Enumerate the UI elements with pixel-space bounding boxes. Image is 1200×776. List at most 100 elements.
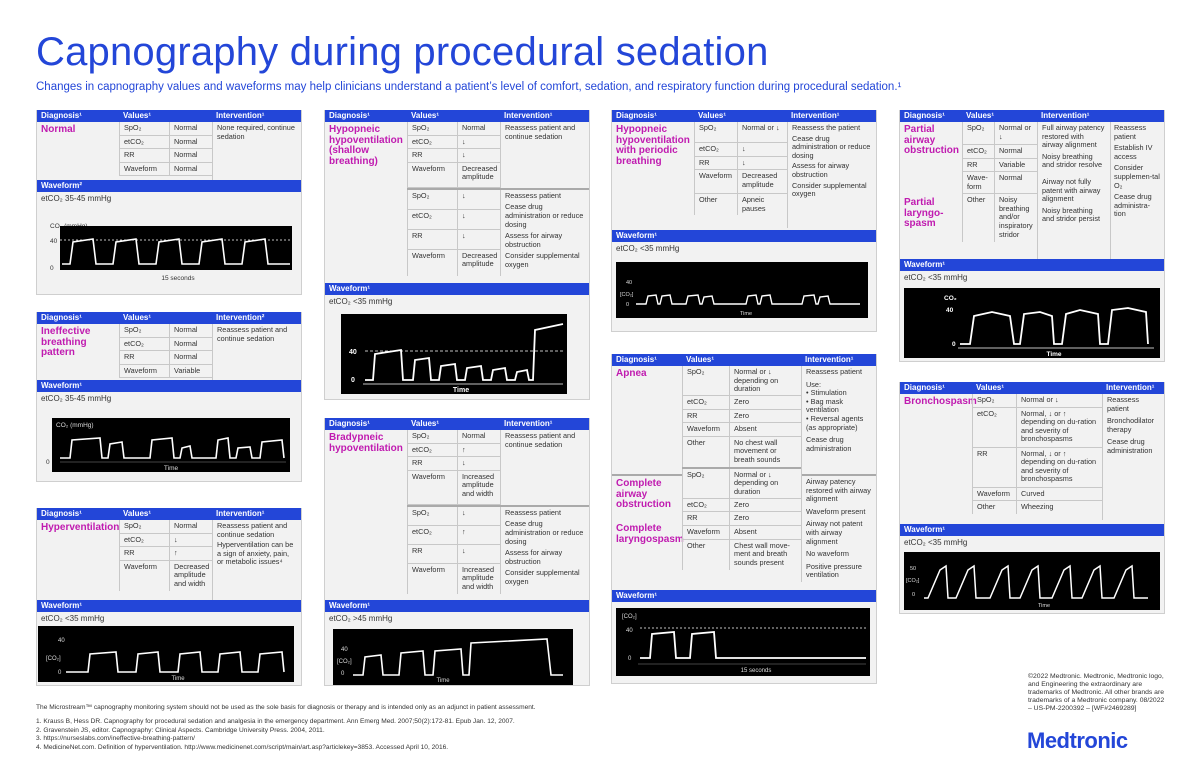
graph-y0: 0 xyxy=(912,592,915,598)
waveform-trace xyxy=(60,437,285,459)
label-etco2: etCO₂ xyxy=(407,443,457,458)
intervention-line: Reassess the patient xyxy=(792,123,861,132)
graph-area xyxy=(52,418,290,472)
label-spo2: SpO₂ xyxy=(407,506,457,526)
value-spo2: Normal xyxy=(457,122,500,136)
waveform-header: Waveform¹ xyxy=(900,259,1164,271)
diagnosis-label: Apnea xyxy=(616,368,647,379)
card-hypopneic-hypoventilation: Diagnosis¹ Values¹ Intervention¹ Hypopne… xyxy=(324,110,590,400)
value-spo2: Normal xyxy=(457,430,500,444)
value-spo2: ↓ xyxy=(457,506,500,526)
header-diagnosis: Diagnosis¹ xyxy=(329,111,370,120)
label-waveform: Waveform xyxy=(407,162,457,188)
waveform-trace xyxy=(960,307,1149,345)
graph-y40: 40 xyxy=(58,638,65,644)
graph-y0: 0 xyxy=(58,670,62,676)
diagnosis-label: Partial airway obstruction xyxy=(904,124,959,156)
header-values: Values¹ xyxy=(976,383,1005,392)
value-rr: ↓ xyxy=(457,457,500,471)
intervention-line: Reassess patient xyxy=(1114,123,1147,141)
header-values: Values¹ xyxy=(411,419,440,428)
etco2-range: etCO₂ 35-45 mmHg xyxy=(41,194,112,203)
intervention-line: Consider supplemental oxygen xyxy=(505,568,580,586)
intervention-line: Reassess patient xyxy=(505,190,561,200)
value-rr: ↓ xyxy=(737,156,787,171)
graph-y-label: [CO₂] xyxy=(620,292,634,298)
value-other: No chest wall movement or breath sounds xyxy=(729,436,801,467)
label-etco2: etCO₂ xyxy=(119,533,169,548)
label-etco2: etCO₂ xyxy=(682,498,729,513)
value-rr: ↓ xyxy=(457,544,500,564)
header-intervention: Intervention¹ xyxy=(216,111,265,120)
label-spo2: SpO₂ xyxy=(972,394,1016,408)
intervention-line: Establish IV access xyxy=(1114,143,1153,161)
label-spo2: SpO₂ xyxy=(119,122,169,136)
label-waveform: Waveform xyxy=(682,525,729,540)
diagnosis-label: Complete airway obstruction xyxy=(616,478,671,510)
divider xyxy=(407,187,589,190)
label-etco2: etCO₂ xyxy=(694,143,737,157)
waveform-trace xyxy=(924,564,1148,599)
medtronic-logo: Medtronic xyxy=(1027,728,1128,753)
graph-y-label: CO₂ xyxy=(944,295,957,302)
label-etco2: etCO₂ xyxy=(407,209,457,230)
table-header: Diagnosis¹ Values¹ Intervention¹ xyxy=(325,418,589,430)
header-diagnosis: Diagnosis¹ xyxy=(904,383,945,392)
intervention-line: Cease drug administra-tion xyxy=(1114,192,1152,219)
waveform-trace xyxy=(636,294,860,305)
diagnosis-label: Bradypneic hypoventilation xyxy=(329,432,403,454)
intervention-text: Reassess patient and continue sedation xyxy=(500,430,589,505)
references: 1. Krauss B, Hess DR. Capnography for pr… xyxy=(36,718,736,752)
table-header: Diagnosis¹ Values¹ Intervention¹ xyxy=(900,382,1164,394)
value-spo2: ↓ xyxy=(457,189,500,210)
graph-y-label: [CO₂] xyxy=(46,656,61,662)
intervention-line: Assess for airway obstruction xyxy=(505,231,563,249)
intervention-line: Cease drug administration or reduce dosi… xyxy=(505,519,584,546)
copyright: ©2022 Medtronic. Medtronic, Medtronic lo… xyxy=(1028,673,1165,712)
value-etco2: ↑ xyxy=(457,443,500,458)
value-etco2: ↓ xyxy=(169,533,212,548)
card-bronchospasm: Diagnosis¹ Values¹ Intervention¹ Broncho… xyxy=(899,382,1165,614)
label-spo2: SpO₂ xyxy=(682,468,729,499)
disclaimer: The Microstream™ capnography monitoring … xyxy=(36,704,536,711)
label-other: Other xyxy=(972,501,1016,514)
intervention-text: Reassess patient and continue sedation xyxy=(212,324,300,380)
value-etco2: Zero xyxy=(729,396,801,410)
intervention-line: Cease drug administration or reduce dosi… xyxy=(792,133,871,160)
waveform-header: Waveform² xyxy=(37,180,301,192)
diagnosis-label: Ineffective breathing pattern xyxy=(41,326,91,358)
label-waveform: Waveform xyxy=(682,423,729,437)
waveform-trace xyxy=(353,638,563,676)
graph-x-label: Time xyxy=(453,387,469,394)
etco2-range: etCO₂ >45 mmHg xyxy=(329,614,393,623)
value-spo2: Normal or ↓ xyxy=(737,122,787,143)
etco2-range: etCO₂ <35 mmHg xyxy=(904,538,968,547)
divider xyxy=(407,504,589,507)
value-waveform: Normal xyxy=(169,162,212,177)
table-header: Diagnosis¹ Values¹ Intervention¹ xyxy=(612,110,876,122)
intervention-line: Consider supplemen-tal O₂ xyxy=(1114,163,1160,190)
value-waveform: Increased amplitude and width xyxy=(457,563,500,594)
header-values: Values¹ xyxy=(966,111,995,120)
label-waveform: Waveform xyxy=(119,162,169,177)
label-waveform: Waveform xyxy=(119,364,169,379)
value-etco2: ↓ xyxy=(457,209,500,230)
waveform-header: Waveform¹ xyxy=(900,524,1164,536)
etco2-range: etCO₂ 35-45 mmHg xyxy=(41,394,112,403)
value-other: Wheezing xyxy=(1016,501,1102,514)
label-rr: RR xyxy=(119,351,169,365)
label-spo2: SpO₂ xyxy=(119,324,169,338)
diagnosis-label: Hypopneic hypoventilation with periodic … xyxy=(616,124,690,167)
label-rr: RR xyxy=(694,156,737,171)
intervention-line: Bronchodilator therapy xyxy=(1107,416,1155,434)
label-waveform: Waveform xyxy=(407,470,457,505)
value-rr: Normal xyxy=(169,351,212,365)
diagnosis-label: Complete laryngospasm xyxy=(616,523,684,545)
value-spo2: Normal xyxy=(169,324,212,338)
graph-x-label: Time xyxy=(1046,351,1061,358)
label-spo2: SpO₂ xyxy=(694,122,737,143)
header-diagnosis: Diagnosis¹ xyxy=(41,509,82,518)
intervention-line: • Reversal agents (as appropriate) xyxy=(806,413,864,432)
label-other: Other xyxy=(962,194,994,243)
label-waveform: Waveform xyxy=(972,487,1016,502)
